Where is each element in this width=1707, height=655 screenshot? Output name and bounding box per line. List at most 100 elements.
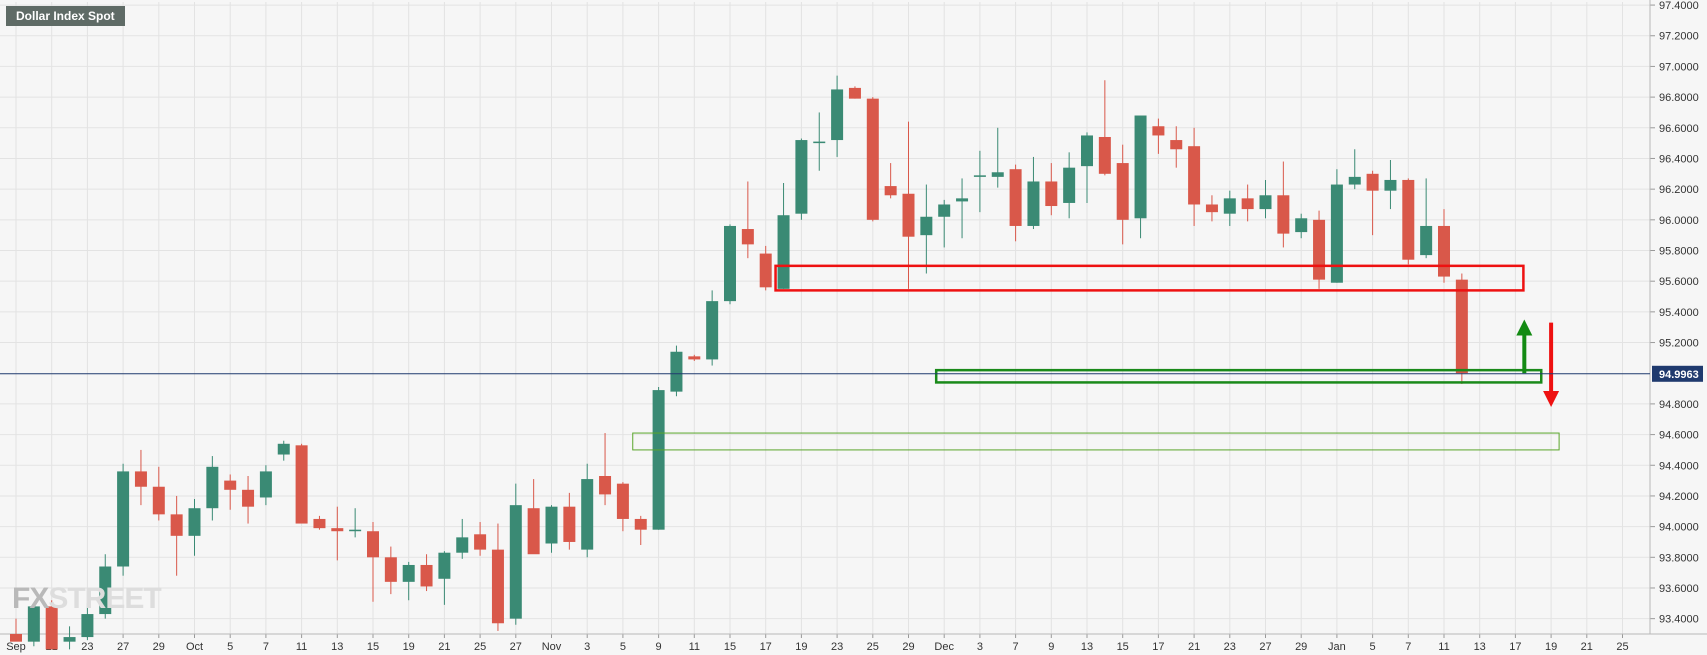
candle-body <box>777 215 790 289</box>
x-tick-label: Oct <box>186 641 203 653</box>
y-tick-label: 93.8000 <box>1659 552 1699 564</box>
candle-body <box>1027 181 1040 226</box>
x-tick-label: 17 <box>1509 641 1521 653</box>
annotation-arrow-head <box>1543 390 1560 407</box>
candle-body <box>1152 126 1165 136</box>
x-tick-label: 11 <box>296 641 307 653</box>
candle-body <box>188 508 201 536</box>
x-tick-label: 15 <box>724 641 736 653</box>
y-tick-label: 94.2000 <box>1659 491 1699 503</box>
candle-body <box>634 518 647 530</box>
y-tick-label: 96.0000 <box>1659 215 1699 227</box>
y-tick-label: 97.4000 <box>1659 0 1699 12</box>
candle-body <box>563 506 576 542</box>
candle-body <box>956 198 969 202</box>
candle-body <box>27 606 40 642</box>
y-tick-label: 96.2000 <box>1659 184 1699 196</box>
y-tick-label: 96.8000 <box>1659 92 1699 104</box>
candle-body <box>991 172 1004 177</box>
candle-body <box>1223 198 1236 214</box>
candle-body <box>831 89 844 141</box>
candle-body <box>367 531 379 558</box>
x-tick-label: Dec <box>934 641 954 653</box>
candle-body <box>902 193 915 237</box>
candle-body <box>1241 198 1254 210</box>
candle-body <box>1313 219 1326 280</box>
x-tick-label: 29 <box>1295 641 1307 653</box>
x-tick-label: 9 <box>656 641 662 653</box>
x-tick-label: 21 <box>438 641 450 653</box>
x-tick-label: 15 <box>1117 641 1129 653</box>
y-tick-label: 95.6000 <box>1659 276 1699 288</box>
last-price-label-bg <box>1652 365 1703 382</box>
y-tick-label: 97.0000 <box>1659 61 1699 73</box>
x-tick-label: 19 <box>795 641 807 653</box>
x-tick-label: 27 <box>510 641 522 653</box>
candle-body <box>688 356 701 360</box>
annotation-arrow-head <box>1516 319 1533 336</box>
candle-body <box>99 566 112 615</box>
candle-body <box>1420 225 1433 256</box>
x-tick-label: 13 <box>1474 641 1486 653</box>
candle-body <box>670 351 683 392</box>
candle-body <box>724 225 736 302</box>
candle-body <box>224 480 237 490</box>
candle-body <box>45 606 58 650</box>
candle-body <box>474 534 487 550</box>
candle-body <box>884 186 897 196</box>
candle-body <box>63 637 76 642</box>
x-tick-label: 21 <box>1188 641 1200 653</box>
x-tick-label: 27 <box>117 641 129 653</box>
candle-body <box>1205 204 1218 213</box>
x-tick-label: 25 <box>867 641 879 653</box>
candle-body <box>1402 179 1415 260</box>
x-tick-label: 7 <box>1405 641 1411 653</box>
candle-body <box>456 537 469 553</box>
y-tick-label: 95.2000 <box>1659 338 1699 350</box>
candle-body <box>599 476 612 495</box>
candle-body <box>1045 181 1058 207</box>
candle-body <box>349 529 362 532</box>
x-tick-label: Nov <box>542 641 562 653</box>
x-tick-label: Sep <box>6 641 26 653</box>
x-tick-label: Jan <box>1328 641 1346 653</box>
candle-body <box>1330 184 1343 283</box>
candle-body <box>384 557 397 582</box>
candle-body <box>152 486 165 515</box>
candle-body <box>759 253 772 288</box>
x-tick-label: 19 <box>403 641 415 653</box>
candle-body <box>259 471 272 498</box>
x-tick-label: 19 <box>1545 641 1557 653</box>
candle-body <box>420 564 433 587</box>
last-price-label: 94.9963 <box>1659 369 1699 381</box>
y-tick-label: 94.4000 <box>1659 460 1699 472</box>
candle-body <box>973 175 986 177</box>
candle-body <box>438 552 451 579</box>
chart-title: Dollar Index Spot <box>6 6 125 26</box>
x-tick-label: 29 <box>902 641 914 653</box>
candle-body <box>134 471 147 487</box>
candle-body <box>1455 279 1468 374</box>
x-tick-label: 27 <box>1259 641 1271 653</box>
candle-body <box>1348 176 1361 185</box>
x-tick-label: 3 <box>584 641 590 653</box>
watermark-part2: STREET <box>48 582 161 615</box>
annotation-zone <box>632 432 1560 451</box>
x-tick-label: 11 <box>689 641 700 653</box>
x-tick-label: 23 <box>81 641 93 653</box>
x-tick-label: 9 <box>1048 641 1054 653</box>
candle-body <box>1259 195 1272 210</box>
candle-body <box>920 216 933 236</box>
candle-body <box>10 634 22 642</box>
x-tick-label: 5 <box>620 641 626 653</box>
candle-body <box>1116 163 1129 220</box>
y-tick-label: 93.4000 <box>1659 614 1699 626</box>
candle-body <box>81 614 94 638</box>
candle-body <box>1009 169 1022 226</box>
y-tick-label: 94.0000 <box>1659 522 1699 534</box>
x-tick-label: 13 <box>331 641 343 653</box>
candle-body <box>545 506 558 544</box>
y-tick-label: 95.8000 <box>1659 246 1699 258</box>
candle-body <box>313 518 326 529</box>
candle-body <box>277 443 290 455</box>
